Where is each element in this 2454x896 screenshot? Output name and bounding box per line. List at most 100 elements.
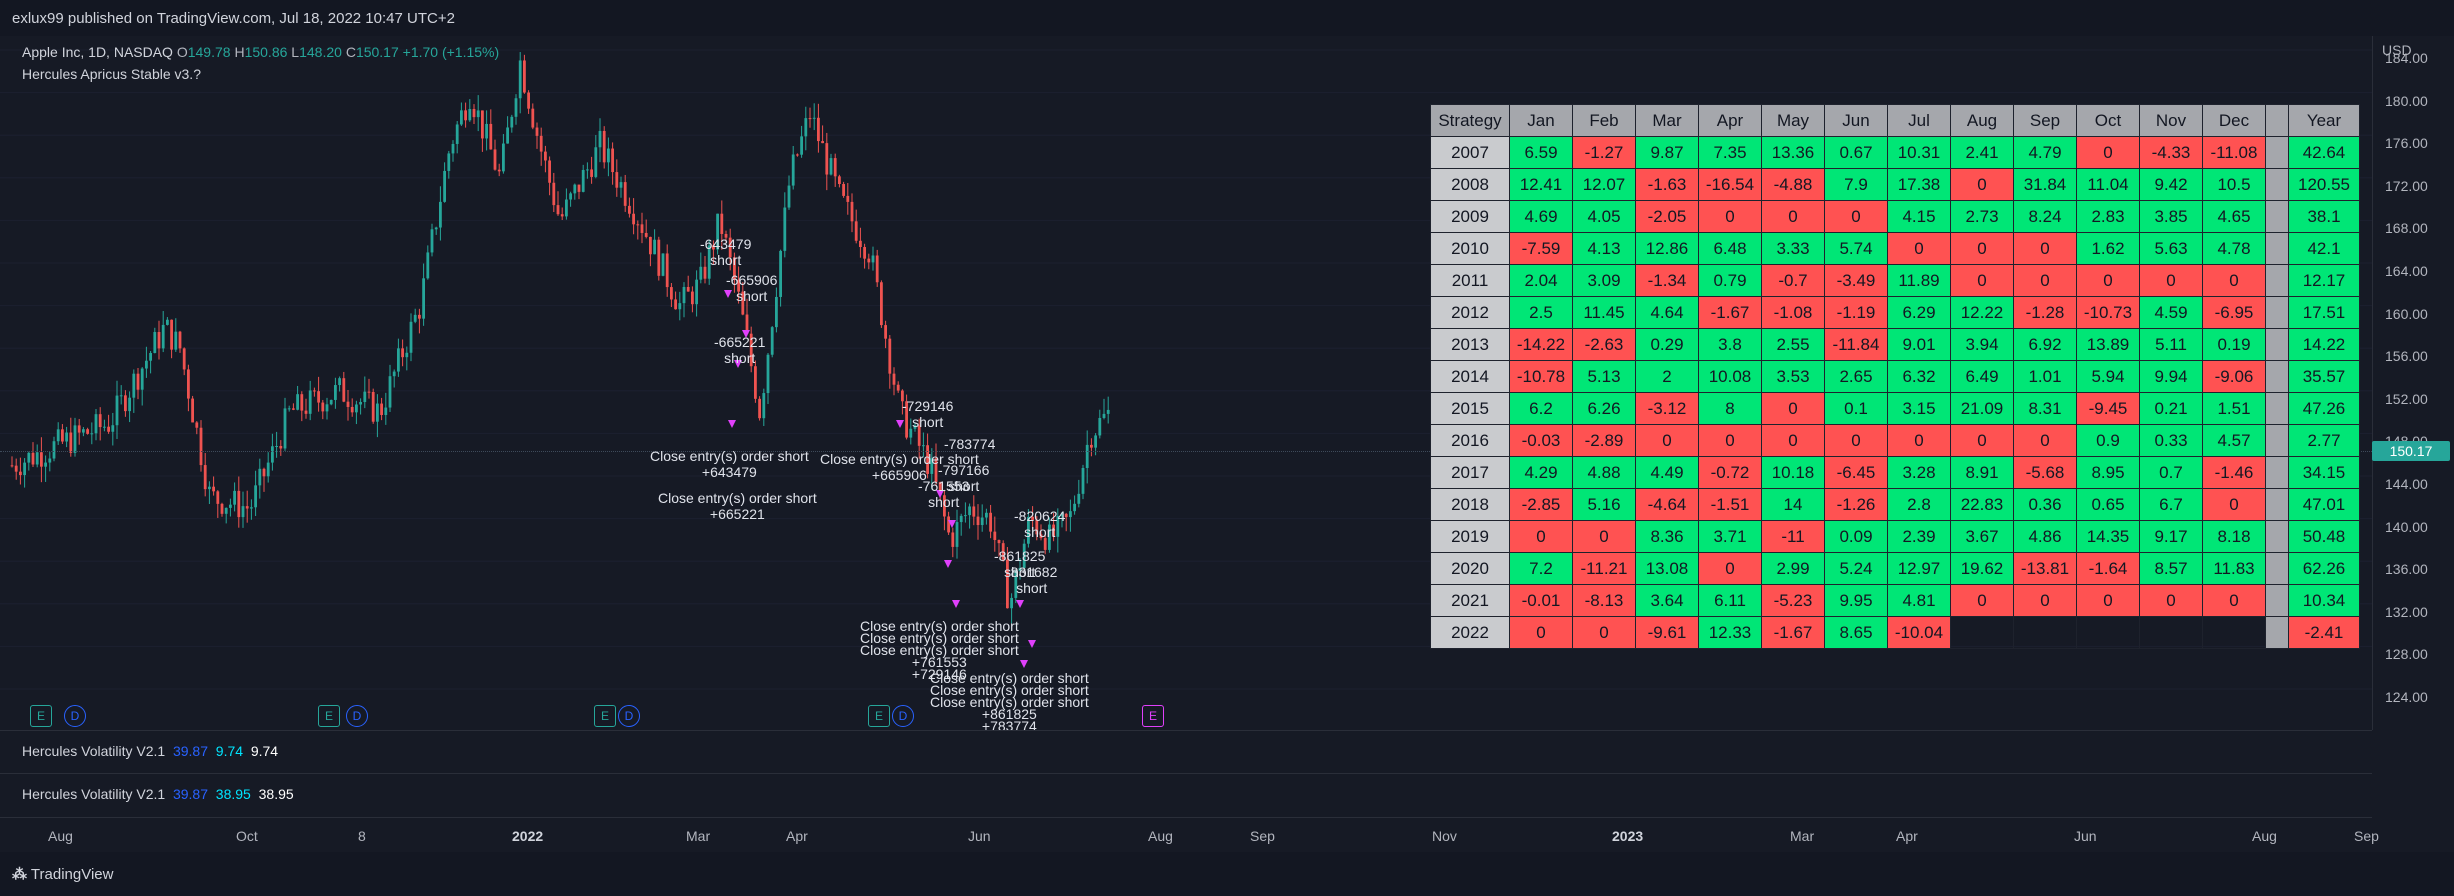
symbol-legend[interactable]: Apple Inc, 1D, NASDAQ O149.78 H150.86 L1…	[22, 44, 500, 60]
trade-arrow-icon	[1028, 640, 1036, 648]
table-cell: -0.01	[1509, 584, 1573, 617]
earnings-event-icon[interactable]: E	[1142, 705, 1164, 727]
candle-body	[800, 136, 803, 155]
table-cell: 12.33	[1698, 616, 1762, 649]
table-cell: 9.87	[1635, 136, 1699, 169]
table-cell: 50.48	[2288, 520, 2360, 553]
dividend-event-icon[interactable]: D	[346, 705, 368, 727]
dividend-event-icon[interactable]: D	[618, 705, 640, 727]
table-cell: -4.64	[1635, 488, 1699, 521]
table-cell: -10.73	[2076, 296, 2140, 329]
candle-body	[552, 182, 556, 206]
candle-body	[1006, 559, 1009, 609]
candle-body	[518, 60, 522, 99]
table-header: Feb	[1572, 104, 1636, 137]
table-cell: 0	[2076, 136, 2140, 169]
strategy-legend[interactable]: Hercules Apricus Stable v3.?	[22, 66, 201, 82]
candle-body	[1001, 543, 1005, 560]
table-cell: 8.57	[2139, 552, 2203, 585]
table-cell: 0	[2013, 264, 2077, 297]
earnings-event-icon[interactable]: E	[318, 705, 340, 727]
candle-body	[922, 445, 925, 447]
candle-body	[514, 98, 518, 117]
candle-body	[271, 446, 274, 463]
table-cell: 5.63	[2139, 232, 2203, 265]
candle-body	[737, 279, 740, 292]
candle-body	[191, 398, 194, 423]
table-cell: 14.22	[2288, 328, 2360, 361]
table-cell: 0	[2202, 488, 2266, 521]
candle-body	[254, 485, 257, 508]
earnings-event-icon[interactable]: E	[594, 705, 616, 727]
candle-body	[980, 517, 984, 526]
table-cell: 3.71	[1698, 520, 1762, 553]
candle-body	[808, 118, 812, 120]
dividend-event-icon[interactable]: D	[892, 705, 914, 727]
table-cell: 0.21	[2139, 392, 2203, 425]
trade-annotation: -797166 short	[938, 462, 990, 494]
price-axis[interactable]: 184.00 180.00 176.00 172.00 168.00 164.00 160.…	[2372, 36, 2454, 730]
close-value: 150.17	[355, 44, 399, 60]
table-cell: 7.9	[1824, 168, 1888, 201]
table-cell: -11.08	[2202, 136, 2266, 169]
time-tick: Jun	[968, 828, 991, 844]
table-cell: 5.94	[2076, 360, 2140, 393]
candle-body	[216, 491, 220, 504]
table-cell: -2.63	[1572, 328, 1636, 361]
table-cell: 3.53	[1761, 360, 1825, 393]
table-gap	[2265, 456, 2289, 489]
candle-body	[913, 425, 917, 429]
candlestick-series[interactable]	[0, 0, 1440, 730]
trade-annotation: -783774	[944, 436, 996, 452]
table-cell: 5.16	[1572, 488, 1636, 521]
candle-body	[145, 360, 148, 369]
dividend-event-icon[interactable]: D	[64, 705, 86, 727]
tradingview-logo[interactable]: ⁂ TradingView	[12, 866, 114, 883]
candle-body	[884, 325, 887, 339]
candle-body	[619, 182, 623, 188]
published-label: exlux99 published on TradingView.com, Ju…	[12, 10, 455, 27]
table-cell: -0.72	[1698, 456, 1762, 489]
table-cell: 8.36	[1635, 520, 1699, 553]
table-gap	[2265, 168, 2289, 201]
candle-body	[1048, 524, 1051, 550]
table-cell: -4.33	[2139, 136, 2203, 169]
table-cell: -0.7	[1761, 264, 1825, 297]
table-cell: 8.95	[2076, 456, 2140, 489]
table-cell	[2013, 616, 2077, 649]
time-tick: Aug	[1148, 828, 1173, 844]
earnings-event-icon[interactable]: E	[30, 705, 52, 727]
earnings-event-icon[interactable]: E	[868, 705, 890, 727]
candle-body	[401, 348, 404, 358]
table-cell: 4.64	[1635, 296, 1699, 329]
table-cell: 120.55	[2288, 168, 2360, 201]
candle-body	[670, 287, 673, 300]
table-cell: 4.78	[2202, 232, 2266, 265]
table-gap	[2265, 584, 2289, 617]
candle-body	[985, 512, 988, 518]
price-tick: 160.00	[2385, 305, 2428, 322]
price-tick: 176.00	[2385, 135, 2428, 152]
candle-body	[161, 324, 165, 349]
table-header: Sep	[2013, 104, 2077, 137]
candle-body	[208, 486, 211, 490]
candle-body	[741, 291, 745, 315]
table-cell: 0	[2013, 584, 2077, 617]
candle-body	[766, 354, 770, 394]
table-cell: 17.38	[1887, 168, 1951, 201]
candle-body	[699, 266, 703, 280]
indicator-pane-2[interactable]: Hercules Volatility V2.1 39.87 38.95 38.…	[0, 773, 2372, 814]
candle-body	[77, 425, 81, 433]
candle-body	[1031, 516, 1034, 520]
time-tick: 2023	[1612, 828, 1644, 844]
time-axis[interactable]: Aug Oct 8 2022 Mar Apr Jun Aug Sep Nov 2023 Mar Apr J…	[0, 817, 2379, 854]
candle-body	[65, 432, 68, 442]
candle-body	[371, 391, 375, 422]
table-year: 2022	[1430, 616, 1510, 649]
table-cell: 0.1	[1824, 392, 1888, 425]
indicator-pane-1[interactable]: Hercules Volatility V2.1 39.87 9.74 9.74	[0, 730, 2372, 771]
table-row: 2014 -10.78 5.13 2 10.08 3.53 2.65 6.32 6.49 1.01…	[1430, 360, 2360, 393]
candle-body	[283, 408, 287, 449]
candle-body	[716, 213, 719, 250]
candle-body	[1069, 511, 1072, 518]
